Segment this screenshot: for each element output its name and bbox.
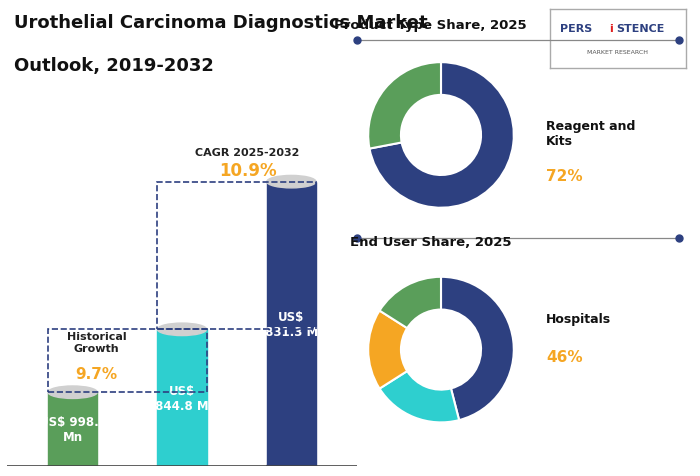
Text: 72%: 72% <box>546 169 582 184</box>
Ellipse shape <box>48 386 97 398</box>
Text: Reagent and
Kits: Reagent and Kits <box>546 119 636 147</box>
Text: 46%: 46% <box>546 349 582 365</box>
Wedge shape <box>379 277 441 328</box>
Bar <box>158 329 206 466</box>
Bar <box>48 392 97 466</box>
Text: MARKET RESEARCH: MARKET RESEARCH <box>587 50 648 55</box>
Wedge shape <box>368 311 407 389</box>
Ellipse shape <box>267 460 316 473</box>
Ellipse shape <box>48 460 97 473</box>
Wedge shape <box>370 63 514 208</box>
Bar <box>158 182 316 329</box>
Text: Hospitals: Hospitals <box>546 312 611 326</box>
Text: 10.9%: 10.9% <box>219 161 276 179</box>
Ellipse shape <box>267 176 316 188</box>
Text: 9.7%: 9.7% <box>76 366 118 381</box>
Text: Historical
Growth: Historical Growth <box>67 331 127 353</box>
Text: US$ 998.8
Mn: US$ 998.8 Mn <box>38 416 106 444</box>
Text: STENCE: STENCE <box>617 24 665 33</box>
Ellipse shape <box>158 460 206 473</box>
Text: PERS: PERS <box>561 24 593 33</box>
Text: Urothelial Carcinoma Diagnostics Market: Urothelial Carcinoma Diagnostics Market <box>14 14 428 32</box>
Wedge shape <box>368 63 441 149</box>
Text: End User Share, 2025: End User Share, 2025 <box>350 236 511 248</box>
Bar <box>267 182 316 466</box>
Ellipse shape <box>158 323 206 336</box>
Text: i: i <box>609 24 612 33</box>
Text: Product Type Share, 2025: Product Type Share, 2025 <box>334 19 527 32</box>
Text: CAGR 2025-2032: CAGR 2025-2032 <box>195 148 300 158</box>
Bar <box>48 329 206 392</box>
Text: US$
1844.8 Mn: US$ 1844.8 Mn <box>147 384 217 412</box>
Wedge shape <box>441 277 514 420</box>
Text: US$
3831.3 Mn: US$ 3831.3 Mn <box>257 310 326 338</box>
Text: Outlook, 2019-2032: Outlook, 2019-2032 <box>14 57 214 75</box>
Wedge shape <box>379 371 459 423</box>
